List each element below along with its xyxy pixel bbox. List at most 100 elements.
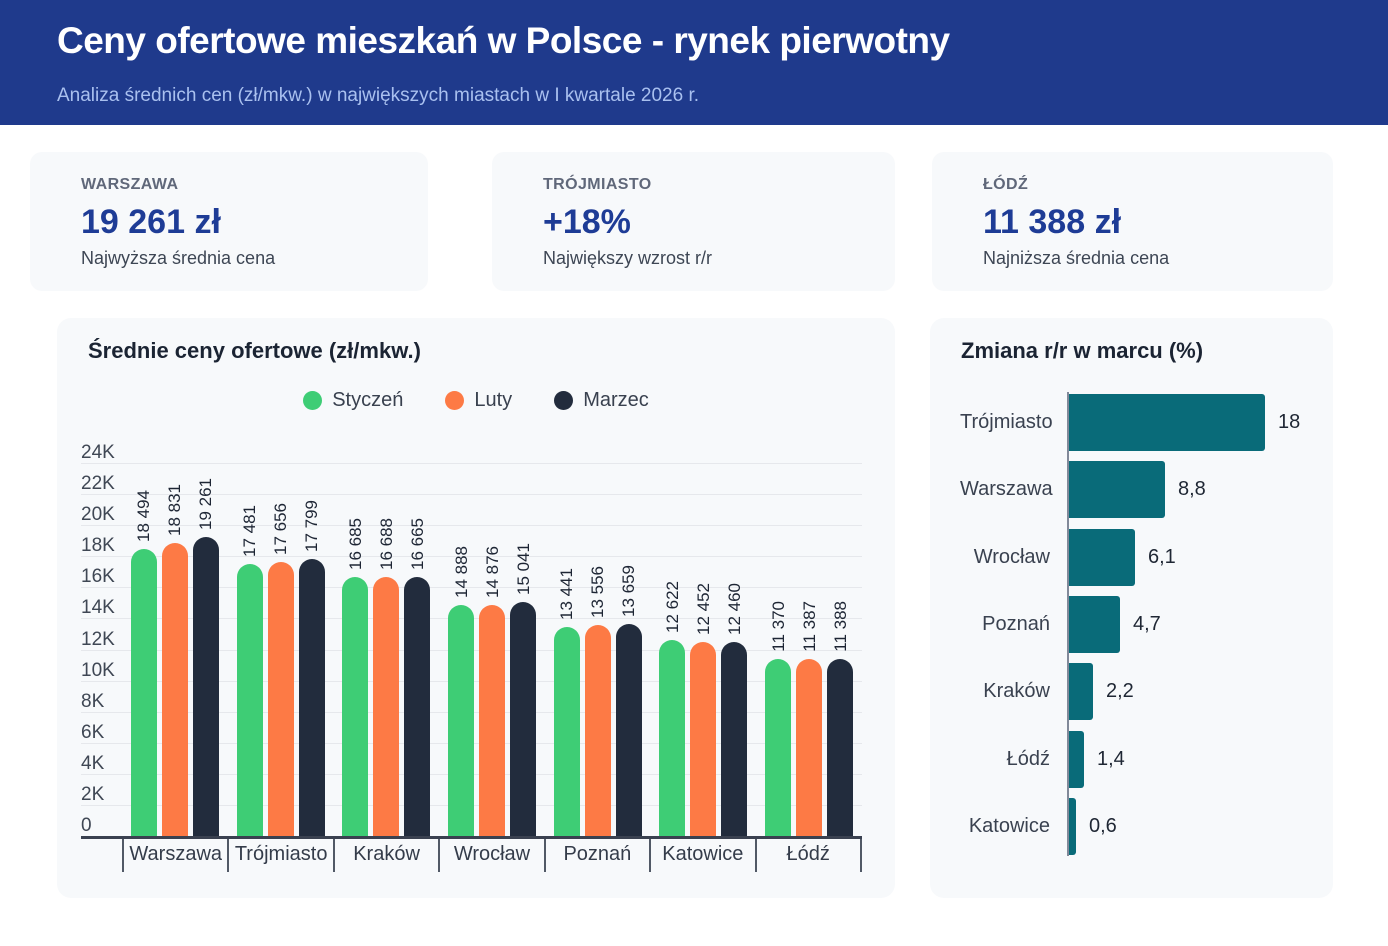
legend-dot-icon [445, 391, 465, 410]
chart-legend: Styczeń Luty Marzec [57, 389, 895, 412]
page-title: Ceny ofertowe mieszkań w Polsce - rynek … [57, 20, 950, 61]
gridline [81, 587, 862, 589]
bar-value-label: 15 041 [513, 543, 533, 595]
y-tick-label: 10K [81, 659, 115, 681]
hbar [1069, 663, 1093, 720]
bar-wrap: 16 685 [342, 518, 369, 836]
bar-group: 13 441 13 556 13 659 [545, 463, 651, 836]
hbar-value-label: 18 [1278, 411, 1301, 433]
gridline [81, 463, 862, 464]
stat-card-city: ŁÓDŹ [983, 176, 1029, 193]
bar [161, 543, 188, 836]
bar-wrap: 19 261 [192, 478, 219, 836]
y-tick-label: 24K [81, 442, 115, 463]
bar-group: 17 481 17 656 17 799 [228, 463, 334, 836]
y-tick-label: 16K [81, 566, 115, 588]
stat-card-city: TRÓJMIASTO [543, 176, 652, 193]
hbar [1069, 798, 1076, 855]
bar-wrap: 18 831 [161, 484, 188, 836]
bar-wrap: 17 481 [236, 505, 263, 836]
bar [659, 640, 686, 836]
x-category-label: Trójmiasto [227, 839, 332, 872]
bar-wrap: 12 460 [721, 583, 748, 836]
bar-value-label: 17 481 [240, 505, 260, 557]
bar [298, 559, 325, 836]
hbar-chart-panel: Zmiana r/r w marcu (%) Trójmiasto 18 Warsz… [930, 318, 1333, 898]
bar-value-label: 18 831 [165, 484, 185, 536]
x-category-label: Warszawa [122, 839, 227, 872]
y-tick-label: 14K [81, 597, 115, 619]
y-tick-label: 4K [81, 752, 105, 774]
bar-value-label: 11 388 [830, 601, 850, 652]
bar [765, 659, 792, 836]
page-subtitle: Analiza średnich cen (zł/mkw.) w najwięk… [57, 85, 700, 106]
x-category-label: Kraków [332, 839, 438, 872]
hbar-value-label: 8,8 [1178, 478, 1206, 500]
stat-card-lodz: ŁÓDŹ 11 388 zł Najniższa średnia cena [932, 152, 1333, 291]
bar-wrap: 17 799 [298, 500, 325, 836]
bar-value-label: 19 261 [196, 478, 216, 530]
y-tick-label: 18K [81, 535, 115, 557]
hbar [1069, 461, 1165, 518]
bar-value-label: 12 452 [693, 583, 713, 635]
gridline [81, 525, 862, 527]
hbar [1069, 529, 1135, 586]
bar-value-label: 18 494 [134, 490, 154, 542]
bar-wrap: 13 659 [615, 565, 642, 836]
legend-label: Marzec [583, 389, 649, 411]
bar-value-label: 14 876 [482, 546, 502, 598]
bar-value-label: 12 622 [662, 581, 682, 633]
stat-card-value: 11 388 zł [983, 203, 1122, 241]
hbar-category-label: Poznań [982, 613, 1050, 635]
bar-wrap: 18 494 [130, 490, 157, 836]
bar [404, 577, 431, 836]
bar [690, 642, 717, 836]
bar-group: 12 622 12 452 12 460 [651, 463, 757, 836]
y-tick-label: 12K [81, 628, 115, 650]
hbar-row: Trójmiasto 18 [960, 394, 1333, 451]
grouped-bar-chart-title: Średnie ceny ofertowe (zł/mkw.) [88, 338, 421, 363]
hbar-row: Katowice 0,6 [960, 798, 1333, 855]
bar-wrap: 15 041 [510, 543, 537, 836]
hbar-value-label: 0,6 [1089, 815, 1117, 837]
y-tick-label: 0 [81, 815, 92, 836]
bar [342, 577, 369, 836]
bar-value-label: 17 656 [271, 503, 291, 555]
y-tick-label: 2K [81, 783, 105, 805]
bar [796, 659, 823, 836]
x-axis-labels: Warszawa Trójmiasto Kraków Wrocław Poznań Kat… [122, 839, 862, 872]
bar-wrap: 16 688 [373, 518, 400, 836]
hbar-category-label: Katowice [968, 815, 1050, 837]
hbar-row: Kraków 2,2 [960, 663, 1333, 720]
y-tick-label: 8K [81, 690, 105, 712]
hbar-category-label: Trójmiasto [960, 411, 1053, 433]
hbar-rows: Trójmiasto 18 Warszawa 8,8 Wrocław 6,1 Poznań 4… [960, 394, 1333, 898]
gridline [81, 556, 862, 558]
hbar-row: Warszawa 8,8 [960, 461, 1333, 518]
bar-wrap: 12 622 [659, 581, 686, 836]
legend-label: Luty [474, 389, 513, 411]
bar-value-label: 11 370 [768, 601, 788, 652]
stat-card-trojmiasto: TRÓJMIASTO +18% Największy wzrost r/r [492, 152, 895, 291]
hbar-row: Wrocław 6,1 [960, 529, 1333, 586]
header: Ceny ofertowe mieszkań w Polsce - rynek … [0, 0, 1388, 125]
bar [721, 642, 748, 836]
bar [510, 602, 537, 836]
bar-group: 14 888 14 876 15 041 [439, 463, 545, 836]
legend-item: Marzec [554, 389, 649, 412]
hbar-category-label: Łódź [1006, 748, 1050, 770]
x-category-label: Katowice [649, 839, 754, 872]
stat-card-warszawa: WARSZAWA 19 261 zł Najwyższa średnia cen… [30, 152, 428, 291]
bar-wrap: 17 656 [267, 503, 294, 836]
bar-wrap: 11 387 [796, 601, 823, 836]
hbar-category-label: Warszawa [960, 478, 1053, 500]
bar-value-label: 16 688 [376, 518, 396, 570]
x-category-label: Poznań [543, 839, 649, 872]
hbar-row: Łódź 1,4 [960, 731, 1333, 788]
bar [192, 537, 219, 836]
x-axis-line [81, 836, 862, 839]
y-tick-label: 6K [81, 721, 105, 743]
bar-wrap: 14 888 [448, 546, 475, 836]
legend-item: Luty [445, 389, 512, 412]
